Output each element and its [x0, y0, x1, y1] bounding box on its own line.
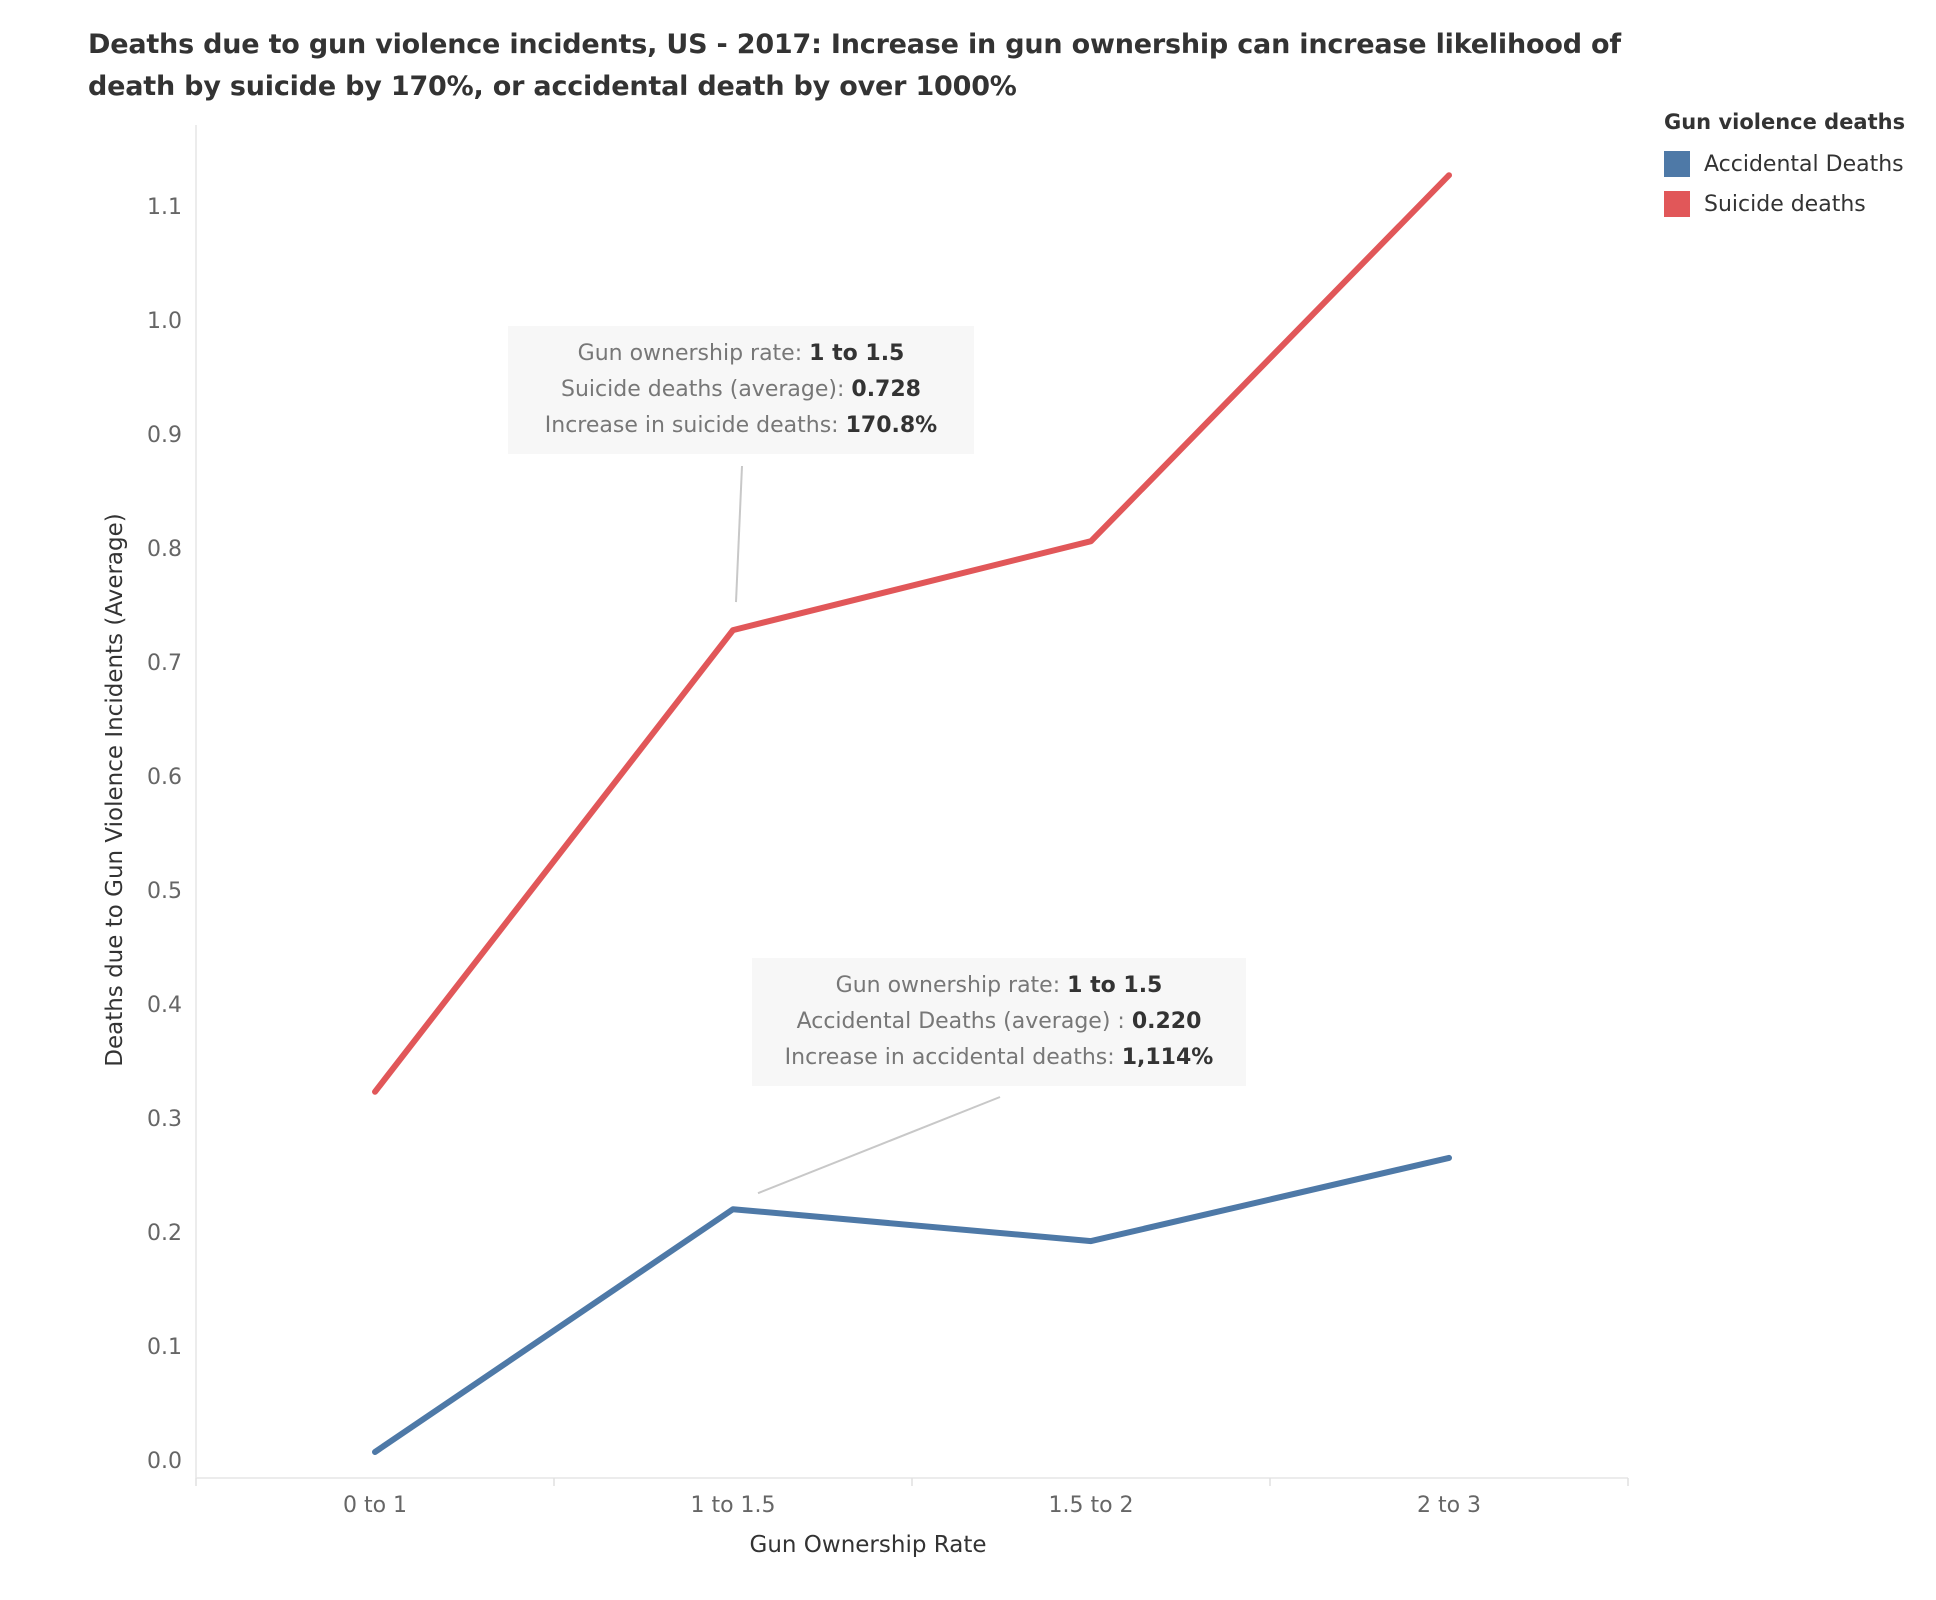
accidental-annotation: Gun ownership rate: 1 to 1.5 Accidental … [752, 958, 1246, 1086]
x-tick-labels: 0 to 1 1 to 1.5 1.5 to 2 2 to 3 [343, 1493, 1481, 1518]
annotation-leaders [735, 465, 1001, 1195]
y-tick-label: 0.6 [147, 765, 182, 790]
x-tick-label: 1.5 to 2 [1048, 1493, 1133, 1518]
y-tick-label: 0.0 [147, 1449, 182, 1474]
legend-item-suicide[interactable]: Suicide deaths [1664, 184, 1924, 224]
y-tick-label: 0.3 [147, 1107, 182, 1132]
accidental-avg-label: Accidental Deaths (average) : [796, 1009, 1125, 1034]
axes [195, 125, 1629, 1486]
suicide-annotation-leader [735, 465, 743, 603]
legend-label-accidental: Accidental Deaths [1704, 151, 1904, 177]
y-tick-label: 1.1 [147, 195, 182, 220]
legend-swatch-suicide [1664, 191, 1690, 217]
legend: Gun violence deaths Accidental Deaths Su… [1664, 110, 1924, 224]
accidental-rate-value: 1 to 1.5 [1067, 973, 1163, 998]
suicide-avg-value: 0.728 [851, 377, 921, 402]
accidental-increase-label: Increase in accidental deaths: [784, 1045, 1115, 1070]
series-line-accidental[interactable] [372, 1154, 1452, 1455]
legend-title: Gun violence deaths [1664, 110, 1906, 134]
y-tick-label: 0.5 [147, 879, 182, 904]
suicide-annotation: Gun ownership rate: 1 to 1.5 Suicide dea… [508, 326, 974, 454]
suicide-rate-label: Gun ownership rate: [577, 341, 803, 366]
suicide-rate-value: 1 to 1.5 [809, 341, 905, 366]
y-tick-label: 1.0 [147, 309, 182, 334]
x-tick-label: 0 to 1 [343, 1493, 407, 1518]
accidental-annotation-leader [757, 1096, 1001, 1195]
accidental-increase-value: 1,114% [1121, 1045, 1214, 1070]
accidental-avg-value: 0.220 [1131, 1009, 1202, 1034]
series-line-suicide[interactable] [372, 172, 1452, 1095]
series-lines [372, 172, 1452, 1455]
y-tick-labels: 0.0 0.1 0.2 0.3 0.4 0.5 0.6 0.7 0.8 0.9 1.0 1.1 [147, 195, 182, 1474]
x-tick-label: 1 to 1.5 [690, 1493, 775, 1518]
legend-item-accidental[interactable]: Accidental Deaths [1664, 144, 1924, 184]
legend-label-suicide: Suicide deaths [1704, 191, 1866, 217]
y-tick-label: 0.9 [147, 423, 182, 448]
y-tick-label: 0.4 [147, 993, 182, 1018]
suicide-avg-label: Suicide deaths (average): [561, 377, 845, 402]
accidental-rate-label: Gun ownership rate: [835, 973, 1061, 998]
y-tick-label: 0.2 [147, 1221, 182, 1246]
suicide-increase-label: Increase in suicide deaths: [544, 413, 839, 438]
suicide-increase-value: 170.8% [845, 413, 938, 438]
chart-title: Deaths due to gun violence incidents, US… [88, 29, 1621, 102]
legend-swatch-accidental [1664, 151, 1690, 177]
x-tick-label: 2 to 3 [1417, 1493, 1481, 1518]
y-tick-label: 0.8 [147, 537, 182, 562]
y-tick-label: 0.7 [147, 651, 182, 676]
x-axis-title: Gun Ownership Rate [749, 1532, 987, 1558]
y-tick-label: 0.1 [147, 1335, 182, 1360]
